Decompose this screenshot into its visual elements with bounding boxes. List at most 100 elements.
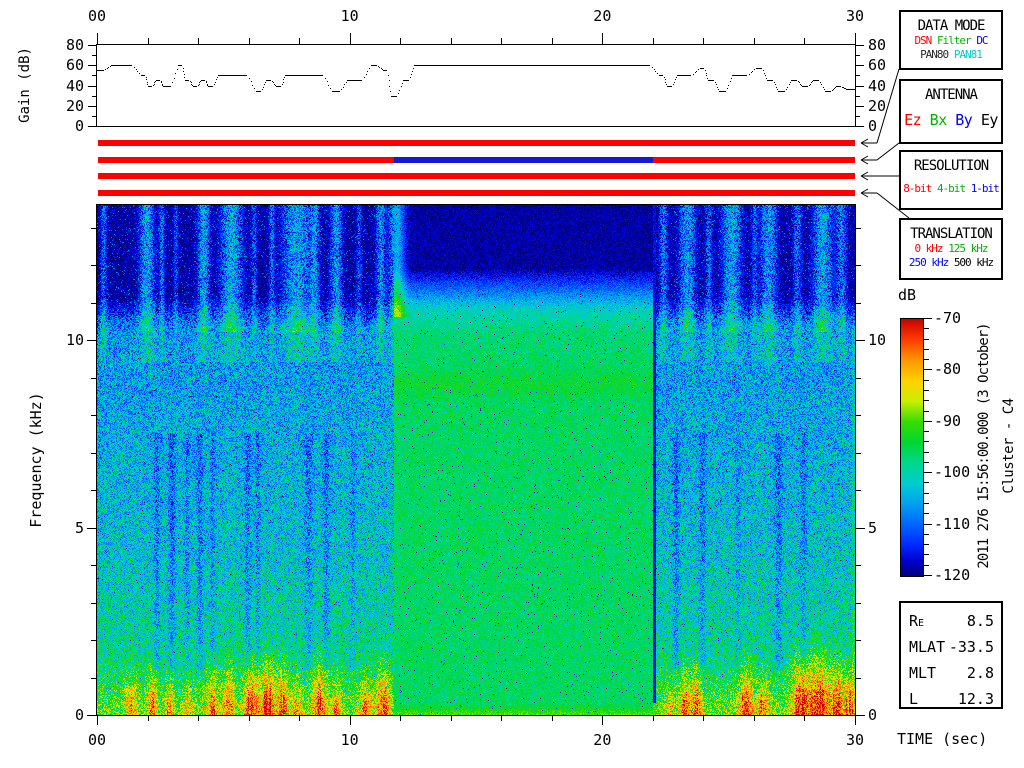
resolution-title: RESOLUTION [913, 158, 989, 174]
spec-x-tick-label: 20 [593, 731, 612, 749]
colorbar-tick-label: -70 [934, 309, 962, 327]
spectrogram-canvas [97, 205, 855, 715]
ephemeris-row-mlat: MLAT -33.5 [909, 637, 994, 657]
gain-y-tick-label: 60 [868, 56, 887, 74]
time-tick-top [350, 33, 351, 44]
gain-y-tick [88, 65, 96, 66]
translation-bar-segment [98, 190, 855, 196]
ephemeris-label: L [909, 690, 919, 708]
time-tick-top [198, 38, 199, 44]
gain-y-minor-tick [92, 55, 96, 56]
time-tick-bottom [350, 716, 351, 725]
data-mode-title: DATA MODE [917, 18, 986, 34]
time-tick-bottom [148, 716, 149, 721]
data_mode-value: PAN80 [920, 48, 949, 61]
colorbar-tick [924, 493, 929, 494]
freq-tick-left [87, 715, 96, 716]
colorbar-tick [924, 441, 929, 442]
gain-y-tick-label: 40 [65, 77, 84, 95]
gain-y-tick [856, 45, 864, 46]
colorbar-tick [924, 575, 932, 576]
time-tick-top [602, 33, 603, 44]
time-tick-top [400, 38, 401, 44]
freq-tick-left [91, 678, 96, 679]
freq-tick-right [856, 265, 861, 266]
data_mode-value: Filter [936, 34, 972, 47]
colorbar-tick [924, 431, 929, 432]
antenna-bar-segment [394, 157, 653, 163]
colorbar-tick [924, 359, 929, 360]
time-tick-top [501, 38, 502, 44]
colorbar-tick [924, 513, 929, 514]
time-tick-top [97, 33, 98, 44]
gain-y-tick [88, 126, 96, 127]
antenna-value: Bx [929, 111, 948, 129]
time-tick-bottom [249, 716, 250, 721]
data_mode-row-1: PAN80 PAN81 [901, 48, 1001, 62]
freq-tick-label: 5 [74, 519, 84, 537]
colorbar-tick [924, 554, 929, 555]
gain-y-tick-label: 20 [868, 97, 887, 115]
colorbar [900, 318, 924, 577]
ephemeris-row-mlt: MLT 2.8 [909, 663, 994, 683]
data-mode-rows: DSN Filter DC PAN80 PAN81 [901, 34, 1001, 62]
gain-y-tick [88, 86, 96, 87]
freq-tick-label: 0 [868, 706, 878, 724]
gain-y-minor-tick [92, 116, 96, 117]
antenna-bar-segment [98, 157, 394, 163]
colorbar-title: dB [898, 286, 917, 304]
freq-tick-left [91, 453, 96, 454]
gain-y-tick-label: 80 [868, 36, 887, 54]
freq-tick-right [856, 715, 865, 716]
gain-x-tick-label: 00 [87, 7, 107, 25]
colorbar-tick [924, 462, 929, 463]
time-tick-top [451, 38, 452, 44]
colorbar-tick [924, 380, 929, 381]
gain-y-minor-tick [856, 55, 860, 56]
gain-y-tick-label: 60 [65, 56, 84, 74]
gain-y-tick [856, 86, 864, 87]
gain-y-minor-tick [92, 75, 96, 76]
spacecraft-annotation: Cluster - C4 [1001, 398, 1017, 494]
freq-tick-right [856, 303, 861, 304]
spec-x-tick-label: 30 [845, 731, 865, 749]
antenna-row-0: Ez Bx By Ey [901, 111, 1001, 129]
freq-tick-label: 5 [868, 519, 878, 537]
frequency-axis-title: Frequency (kHz) [27, 392, 45, 528]
time-tick-top [552, 38, 553, 44]
freq-tick-left [91, 565, 96, 566]
ephemeris-value: -33.5 [948, 638, 994, 656]
freq-tick-right [856, 453, 861, 454]
ephemeris-label: RE [909, 612, 925, 630]
data_mode-value: DSN [914, 34, 932, 47]
time-tick-top [148, 38, 149, 44]
colorbar-tick [924, 400, 929, 401]
freq-tick-right [856, 565, 861, 566]
freq-tick-left [91, 490, 96, 491]
ephemeris-box: RE 8.5 MLAT -33.5 MLT 2.8 L 12.3 [899, 601, 1003, 709]
antenna-bar [98, 157, 855, 163]
time-tick-bottom [299, 716, 300, 721]
translation-row-0: 0 kHz 125 kHz [901, 242, 1001, 256]
gain-y-tick-label: 0 [868, 117, 878, 135]
freq-tick-right [856, 415, 861, 416]
gain-y-tick [88, 106, 96, 107]
time-tick-bottom [501, 716, 502, 721]
freq-tick-left [91, 415, 96, 416]
data_mode-value: PAN81 [953, 48, 983, 61]
ephemeris-row-r: RE 8.5 [909, 611, 994, 631]
freq-tick-right [856, 640, 861, 641]
gain-y-minor-tick [856, 75, 860, 76]
gain-y-tick-label: 0 [74, 117, 84, 135]
colorbar-tick [924, 318, 932, 319]
gain-y-tick [856, 126, 864, 127]
time-tick-bottom [97, 716, 98, 725]
colorbar-tick-label: -80 [934, 360, 962, 378]
freq-tick-right [856, 678, 861, 679]
freq-tick-right [856, 340, 865, 341]
antenna-rows: Ez Bx By Ey [901, 111, 1001, 129]
spec-x-tick-label: 10 [340, 731, 359, 749]
gain-x-tick-label: 10 [340, 7, 359, 25]
freq-tick-right [856, 528, 865, 529]
